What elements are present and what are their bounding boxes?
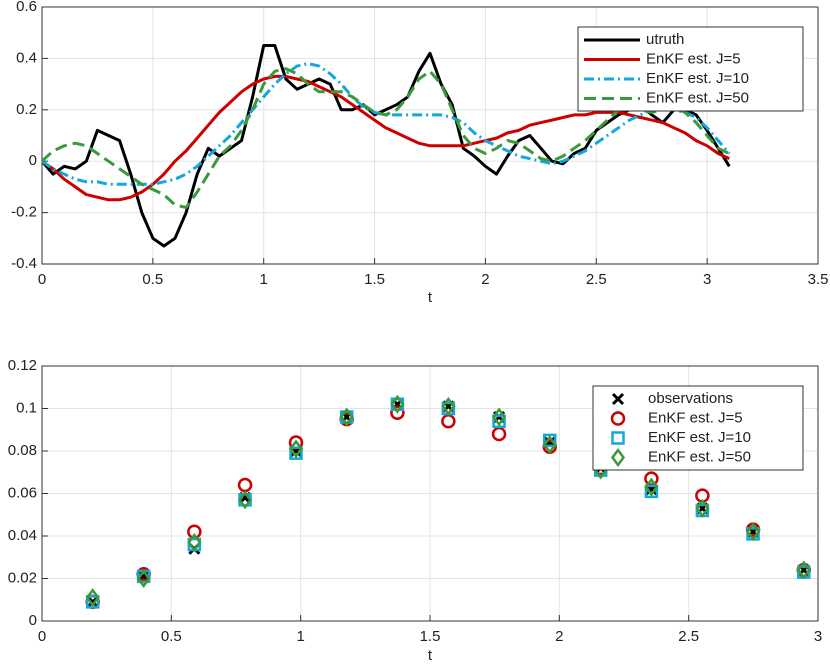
- legend-box: [592, 385, 804, 471]
- y-tick-label: 0.1: [16, 399, 37, 416]
- marker: [237, 490, 253, 510]
- axes-box: [41, 365, 819, 622]
- legend-label: EnKF est. J=10: [646, 70, 749, 87]
- legend-swatch: [610, 447, 626, 468]
- x-tick-label: 3: [814, 628, 822, 645]
- legend-label: EnKF est. J=5: [648, 409, 743, 426]
- y-tick-label: 0.04: [8, 527, 37, 544]
- marker: [441, 396, 456, 416]
- legend-label: EnKF est. J=50: [646, 89, 749, 106]
- marker: [85, 588, 100, 608]
- marker: [746, 522, 761, 542]
- y-tick-label: 0.4: [16, 49, 37, 66]
- marker: [390, 405, 405, 420]
- axes-box: [41, 6, 819, 265]
- legend-swatch: [611, 431, 625, 445]
- x-tick-label: 1: [260, 271, 268, 288]
- marker: [644, 477, 659, 497]
- x-axis-label: t: [428, 647, 433, 664]
- x-tick-label: 1: [296, 628, 304, 645]
- legend-label: EnKF est. J=50: [648, 448, 751, 465]
- y-tick-label: 0.06: [8, 484, 37, 501]
- x-tick-label: 3: [703, 271, 711, 288]
- legend-swatch: [610, 411, 626, 426]
- x-tick-label: 0.5: [142, 271, 163, 288]
- y-tick-label: -0.4: [11, 255, 37, 272]
- y-tick-label: -0.2: [11, 204, 37, 221]
- legend: utruth EnKF est. J=5 EnKF est. J=10 EnKF es…: [577, 26, 804, 112]
- y-tick-label: 0: [29, 612, 37, 629]
- y-tick-label: 0.6: [16, 0, 37, 15]
- x-tick-label: 0: [38, 271, 46, 288]
- y-tick-label: 0.08: [8, 442, 37, 459]
- x-tick-label: 2: [555, 628, 563, 645]
- x-tick-label: 1.5: [420, 628, 441, 645]
- x-tick-label: 3.5: [808, 271, 829, 288]
- legend-label: EnKF est. J=10: [648, 429, 751, 446]
- marker: [187, 532, 202, 552]
- y-tick-label: 0.12: [8, 357, 37, 374]
- marker: [796, 560, 811, 580]
- series-line: [42, 44, 731, 248]
- data-layer: [85, 394, 812, 610]
- series-line: [42, 67, 730, 209]
- legend-swatch: [611, 392, 625, 406]
- y-tick-label: 0.2: [16, 101, 37, 118]
- marker: [695, 498, 710, 518]
- x-tick-label: 2.5: [586, 271, 607, 288]
- y-tick-label: 0: [29, 152, 37, 169]
- x-axis-label: t: [428, 289, 433, 306]
- marker: [288, 439, 304, 459]
- marker: [85, 595, 100, 609]
- series-line: [42, 62, 731, 186]
- legend-label: observations: [648, 390, 733, 407]
- x-tick-label: 2: [481, 271, 489, 288]
- legend: observations EnKF est. J=5 EnKF est. J=10 E…: [592, 385, 804, 471]
- marker: [492, 407, 507, 427]
- x-tick-label: 0: [38, 628, 46, 645]
- marker: [492, 414, 506, 428]
- marker: [644, 484, 659, 499]
- marker: [542, 435, 557, 455]
- marker: [136, 568, 151, 589]
- marker: [339, 407, 354, 427]
- data-layer: [42, 44, 731, 248]
- x-tick-label: 0.5: [161, 628, 182, 645]
- x-tick-label: 2.5: [678, 628, 699, 645]
- y-tick-label: 0.02: [8, 569, 37, 586]
- x-tick-label: 1.5: [364, 271, 385, 288]
- marker: [390, 394, 405, 414]
- legend-label: utruth: [646, 31, 684, 48]
- marker: [289, 446, 303, 460]
- legend-label: EnKF est. J=5: [646, 50, 741, 67]
